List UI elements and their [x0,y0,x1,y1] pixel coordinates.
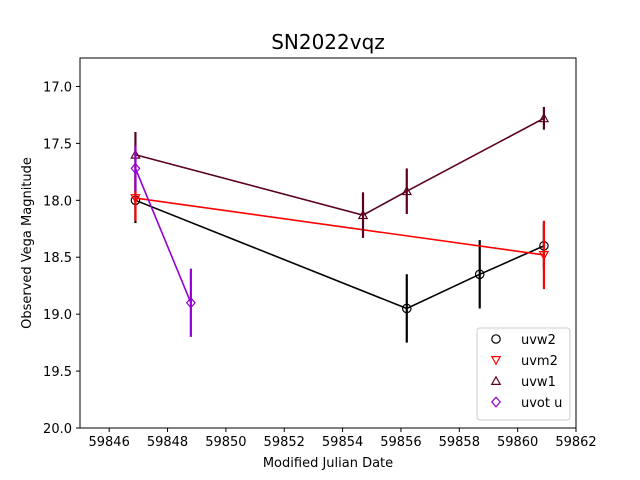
legend-marker-uvw2 [491,334,501,344]
x-tick-label: 59848 [147,435,188,450]
x-tick-label: 59862 [555,435,596,450]
series-uvot-u [130,145,196,337]
legend-label-uvw1: uvw1 [521,375,556,390]
axes-layer: 59846 59848 59850 59852 59854 59856 59858 59860… [43,80,597,450]
series-line-uvot-u [134,168,192,304]
y-axis-title: Observed Vega Magnitude [20,157,35,329]
y-tick-label: 17.5 [43,137,72,152]
data-point-uvw2 [401,303,412,314]
plot-layer [130,106,550,343]
data-point-uvw1 [401,185,412,196]
data-point-uvm2 [130,194,141,204]
data-point-uvot-u [130,162,141,175]
x-tick-label: 59858 [439,435,480,450]
x-tick-label: 59860 [497,435,538,450]
x-axis-title: Modified Julian Date [263,456,393,471]
y-tick-label: 18.5 [43,251,72,266]
legend-marker-uvot-u [491,396,501,408]
y-tick-label: 18.0 [43,194,72,209]
legend-label-uvot-u: uvot u [521,396,562,411]
legend-marker-uvw1 [490,375,502,385]
plot-frame [79,57,577,429]
data-point-uvw1 [538,112,550,123]
data-point-uvw1 [357,209,369,220]
chart-title: SN2022vqz [271,30,385,54]
legend-frame [476,327,571,421]
series-line-uvm2 [135,197,545,256]
x-tick-label: 59850 [205,435,246,450]
legend-label-uvw2: uvw2 [521,333,556,348]
data-point-uvm2 [538,250,550,261]
x-tick-label: 59846 [88,435,129,450]
y-tick-label: 19.5 [43,365,72,380]
y-tick-label: 19.0 [43,308,72,323]
legend-marker-uvm2 [490,356,502,366]
legend: uvw2 uvm2 uvw1 uvot u [476,327,571,421]
y-tick-label: 17.0 [43,80,72,95]
legend-label-uvm2: uvm2 [521,354,558,369]
x-tick-label: 59854 [322,435,363,450]
x-tick-label: 59856 [380,435,421,450]
data-point-uvot-u [185,297,196,309]
series-line-uvw2 [135,199,545,310]
series-line-uvw1 [135,117,545,216]
y-tick-label: 20.0 [43,422,72,437]
data-point-uvw2 [474,269,485,280]
x-tick-label: 59852 [264,435,305,450]
